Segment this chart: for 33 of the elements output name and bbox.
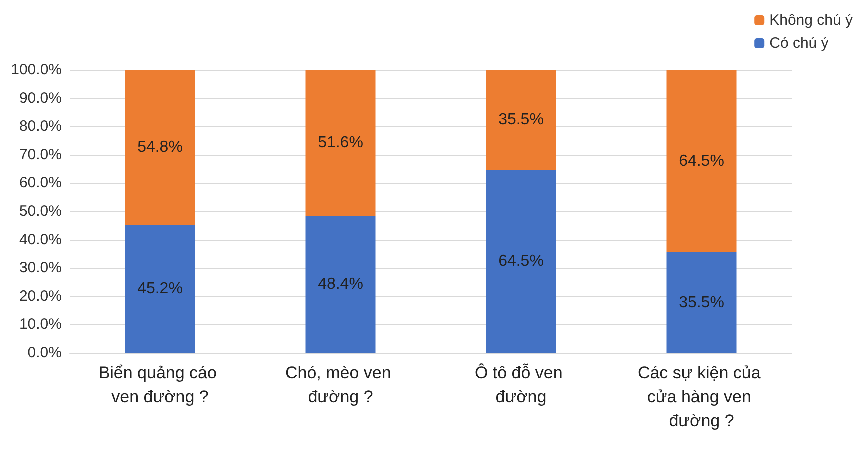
y-tick-label: 100.0% [11, 62, 62, 78]
y-tick-label: 10.0% [19, 316, 62, 334]
x-tick-label: Các sự kiện của cửa hàng ven đường ? [638, 364, 766, 430]
data-label: 48.4% [318, 276, 364, 294]
bar [486, 70, 556, 170]
data-label: 64.5% [679, 152, 724, 170]
bar [125, 70, 196, 226]
bar [306, 216, 376, 353]
y-tick-label: 90.0% [19, 90, 62, 107]
bar [666, 252, 737, 353]
data-label: 35.5% [679, 294, 724, 312]
x-tick-label: Chó, mèo ven đường ? [285, 364, 396, 406]
legend-label: Không chú ý [770, 12, 854, 29]
data-label: 51.6% [318, 134, 364, 152]
data-label: 64.5% [498, 253, 544, 270]
data-label: 35.5% [498, 112, 544, 129]
legend-label: Có chú ý [770, 35, 830, 52]
y-tick-label: 20.0% [19, 288, 62, 305]
x-tick-label: Ô tô đỗ ven đường [474, 364, 568, 406]
y-tick-label: 30.0% [19, 260, 62, 277]
data-label: 45.2% [138, 280, 183, 298]
bar [666, 70, 737, 253]
data-label: 54.8% [138, 139, 183, 156]
y-tick-label: 0.0% [28, 344, 62, 362]
y-tick-label: 50.0% [19, 203, 62, 220]
bar [306, 70, 376, 216]
bar [486, 170, 556, 353]
y-tick-label: 40.0% [19, 231, 62, 248]
x-tick-label: Biển quảng cáo ven đường ? [98, 364, 222, 406]
y-tick-label: 80.0% [19, 118, 62, 136]
y-tick-label: 70.0% [19, 146, 62, 164]
y-tick-label: 60.0% [19, 174, 62, 192]
bar [125, 225, 196, 353]
